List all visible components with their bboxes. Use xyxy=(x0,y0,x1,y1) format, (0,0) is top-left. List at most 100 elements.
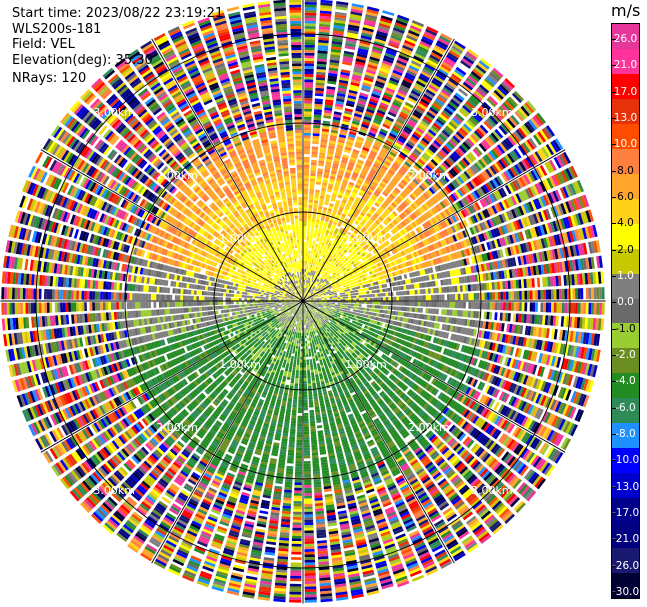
velocity-cell xyxy=(368,155,375,161)
velocity-cell xyxy=(303,223,307,227)
velocity-cell xyxy=(318,206,323,210)
velocity-cell xyxy=(304,293,306,296)
velocity-cell xyxy=(588,287,592,300)
velocity-cell xyxy=(392,125,401,132)
velocity-cell xyxy=(412,112,422,119)
velocity-cell xyxy=(305,293,307,297)
velocity-cell xyxy=(348,161,355,167)
velocity-cell xyxy=(352,287,356,291)
velocity-cell xyxy=(386,155,394,162)
velocity-cell xyxy=(348,131,357,136)
velocity-cell xyxy=(364,141,372,147)
velocity-cell xyxy=(303,255,306,259)
velocity-cell xyxy=(411,20,424,28)
velocity-cell xyxy=(323,177,329,181)
velocity-cell xyxy=(402,147,411,154)
velocity-cell xyxy=(307,215,312,219)
velocity-cell xyxy=(392,189,399,196)
velocity-cell xyxy=(329,296,333,298)
velocity-cell xyxy=(407,301,410,306)
velocity-cell xyxy=(575,302,578,314)
velocity-cell xyxy=(367,200,373,206)
velocity-cell xyxy=(320,234,324,238)
velocity-cell xyxy=(342,231,347,236)
velocity-cell xyxy=(307,226,311,230)
velocity-cell xyxy=(455,301,458,309)
velocity-cell xyxy=(388,79,399,86)
velocity-cell xyxy=(308,207,313,211)
velocity-cell xyxy=(305,294,308,297)
velocity-cell xyxy=(304,79,314,83)
velocity-cell xyxy=(404,301,408,306)
velocity-cell xyxy=(346,186,353,191)
velocity-cell xyxy=(312,270,315,274)
velocity-cell xyxy=(423,115,433,124)
velocity-cell xyxy=(343,301,346,303)
velocity-cell xyxy=(401,130,410,137)
velocity-cell xyxy=(346,32,358,37)
velocity-cell xyxy=(329,56,340,61)
velocity-cell xyxy=(314,98,323,102)
velocity-cell xyxy=(341,247,345,251)
velocity-cell xyxy=(347,245,351,250)
velocity-cell xyxy=(449,301,453,308)
velocity-cell xyxy=(344,227,350,232)
velocity-cell xyxy=(320,259,324,263)
velocity-cell xyxy=(304,293,306,296)
velocity-cell xyxy=(329,62,340,67)
velocity-cell xyxy=(308,205,313,208)
velocity-cell xyxy=(350,241,355,246)
velocity-cell xyxy=(303,178,309,181)
velocity-cell xyxy=(397,116,406,123)
velocity-cell xyxy=(351,123,359,128)
velocity-cell xyxy=(384,288,388,292)
velocity-cell xyxy=(317,45,329,49)
velocity-cell xyxy=(376,156,384,162)
velocity-cell xyxy=(312,285,315,289)
velocity-cell xyxy=(309,194,314,198)
velocity-cell xyxy=(529,290,533,300)
velocity-cell xyxy=(324,232,329,236)
velocity-cell xyxy=(413,164,421,172)
velocity-cell xyxy=(449,286,453,293)
velocity-cell xyxy=(318,155,326,159)
velocity-cell xyxy=(376,289,380,293)
velocity-cell xyxy=(317,230,322,234)
velocity-cell xyxy=(335,149,343,154)
velocity-cell xyxy=(361,307,364,311)
velocity-cell xyxy=(342,245,347,249)
velocity-cell xyxy=(392,101,402,108)
velocity-cell xyxy=(339,309,343,312)
velocity-cell xyxy=(331,294,335,297)
velocity-cell xyxy=(334,202,340,207)
velocity-cell xyxy=(388,292,391,296)
velocity-cell xyxy=(516,291,520,300)
velocity-cell xyxy=(495,292,498,300)
velocity-cell xyxy=(351,151,359,157)
velocity-cell xyxy=(328,70,338,74)
velocity-cell xyxy=(308,253,311,257)
velocity-cell xyxy=(395,120,404,127)
velocity-cell xyxy=(314,194,320,199)
velocity-cell xyxy=(384,310,388,314)
velocity-cell xyxy=(412,295,416,301)
velocity-cell xyxy=(404,306,407,312)
velocity-cell xyxy=(325,230,330,234)
velocity-cell xyxy=(303,191,309,195)
velocity-cell xyxy=(548,289,552,300)
velocity-cell xyxy=(393,24,406,32)
velocity-cell xyxy=(379,195,385,201)
velocity-cell xyxy=(401,291,405,296)
velocity-cell xyxy=(387,195,394,202)
velocity-cell xyxy=(378,104,388,111)
velocity-cell xyxy=(315,266,318,270)
velocity-cell xyxy=(438,287,442,293)
velocity-cell xyxy=(395,158,403,165)
velocity-cell xyxy=(503,302,506,311)
velocity-cell xyxy=(309,269,312,273)
velocity-cell xyxy=(405,123,414,131)
velocity-cell xyxy=(382,178,389,184)
velocity-cell xyxy=(341,309,345,312)
velocity-cell xyxy=(511,291,514,300)
velocity-cell xyxy=(322,226,327,230)
